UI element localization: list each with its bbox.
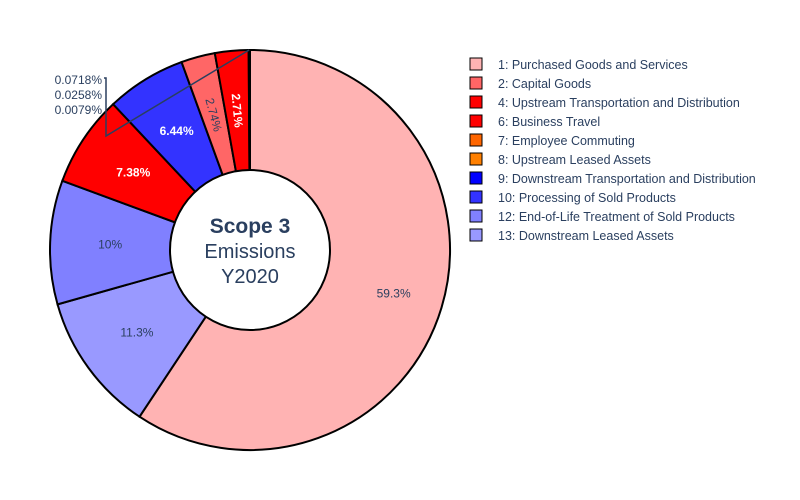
legend-label: 6: Business Travel <box>498 115 600 129</box>
center-title: Scope 3 <box>210 215 291 238</box>
legend-swatch <box>469 190 483 204</box>
legend-label: 9: Downstream Transportation and Distrib… <box>498 172 756 186</box>
legend-item-12-end-of-life-treatment-of-sold-products[interactable]: 12: End-of-Life Treatment of Sold Produc… <box>469 209 735 224</box>
slice-label-4-upstream-transportation-and-distribution: 2.71% <box>229 93 246 129</box>
legend-label: 12: End-of-Life Treatment of Sold Produc… <box>498 210 735 224</box>
legend-swatch <box>469 209 483 223</box>
legend-item-8-upstream-leased-assets[interactable]: 8: Upstream Leased Assets <box>469 152 651 167</box>
center-subtitle: Emissions <box>204 241 295 263</box>
legend-item-2-capital-goods[interactable]: 2: Capital Goods <box>469 76 591 91</box>
legend-swatch <box>469 57 483 71</box>
slice-label-7-employee-commuting: 0.0079% <box>55 103 103 117</box>
center-year: Y2020 <box>221 266 279 288</box>
slice-12-end-of-life-treatment-of-sold-products[interactable] <box>49 179 254 306</box>
legend-item-7-employee-commuting[interactable]: 7: Employee Commuting <box>469 133 635 148</box>
legend-swatch <box>469 171 483 185</box>
slice-label-13-downstream-leased-assets: 11.3% <box>120 326 153 340</box>
legend-item-6-business-travel[interactable]: 6: Business Travel <box>469 114 600 129</box>
legend-item-9-downstream-transportation-and-distribution[interactable]: 9: Downstream Transportation and Distrib… <box>469 171 756 186</box>
legend-label: 7: Employee Commuting <box>498 134 635 148</box>
slice-label-8-upstream-leased-assets: 0.0718% <box>55 73 103 87</box>
legend-swatch <box>469 133 483 147</box>
legend-item-10-processing-of-sold-products[interactable]: 10: Processing of Sold Products <box>469 190 676 205</box>
legend-swatch <box>469 228 483 242</box>
slice-label-12-end-of-life-treatment-of-sold-products: 10% <box>98 238 122 252</box>
legend-item-1-purchased-goods-and-services[interactable]: 1: Purchased Goods and Services <box>469 57 688 72</box>
legend-swatch <box>469 114 483 128</box>
legend-swatch <box>469 76 483 90</box>
legend-label: 2: Capital Goods <box>498 77 591 91</box>
donut-hole <box>169 169 331 331</box>
small-slices-connector <box>104 49 250 138</box>
legend-item-4-upstream-transportation-and-distribution[interactable]: 4: Upstream Transportation and Distribut… <box>469 95 740 110</box>
legend-label: 13: Downstream Leased Assets <box>498 229 674 243</box>
legend-label: 4: Upstream Transportation and Distribut… <box>498 96 740 110</box>
slice-label-6-business-travel: 7.38% <box>116 166 150 180</box>
legend-swatch <box>469 95 483 109</box>
legend: 1: Purchased Goods and Services 2: Capita… <box>469 57 756 243</box>
slice-label-1-purchased-goods-and-services: 59.3% <box>377 286 411 300</box>
outside-labels: 0.0718%0.0258%0.0079% <box>55 49 250 138</box>
legend-item-13-downstream-leased-assets[interactable]: 13: Downstream Leased Assets <box>469 228 674 243</box>
slice-label-10-processing-of-sold-products: 6.44% <box>160 124 194 138</box>
legend-label: 10: Processing of Sold Products <box>498 191 676 205</box>
legend-swatch <box>469 152 483 166</box>
legend-label: 8: Upstream Leased Assets <box>498 153 651 167</box>
legend-label: 1: Purchased Goods and Services <box>498 58 688 72</box>
slice-label-9-downstream-transportation-and-distribution: 0.0258% <box>55 88 103 102</box>
